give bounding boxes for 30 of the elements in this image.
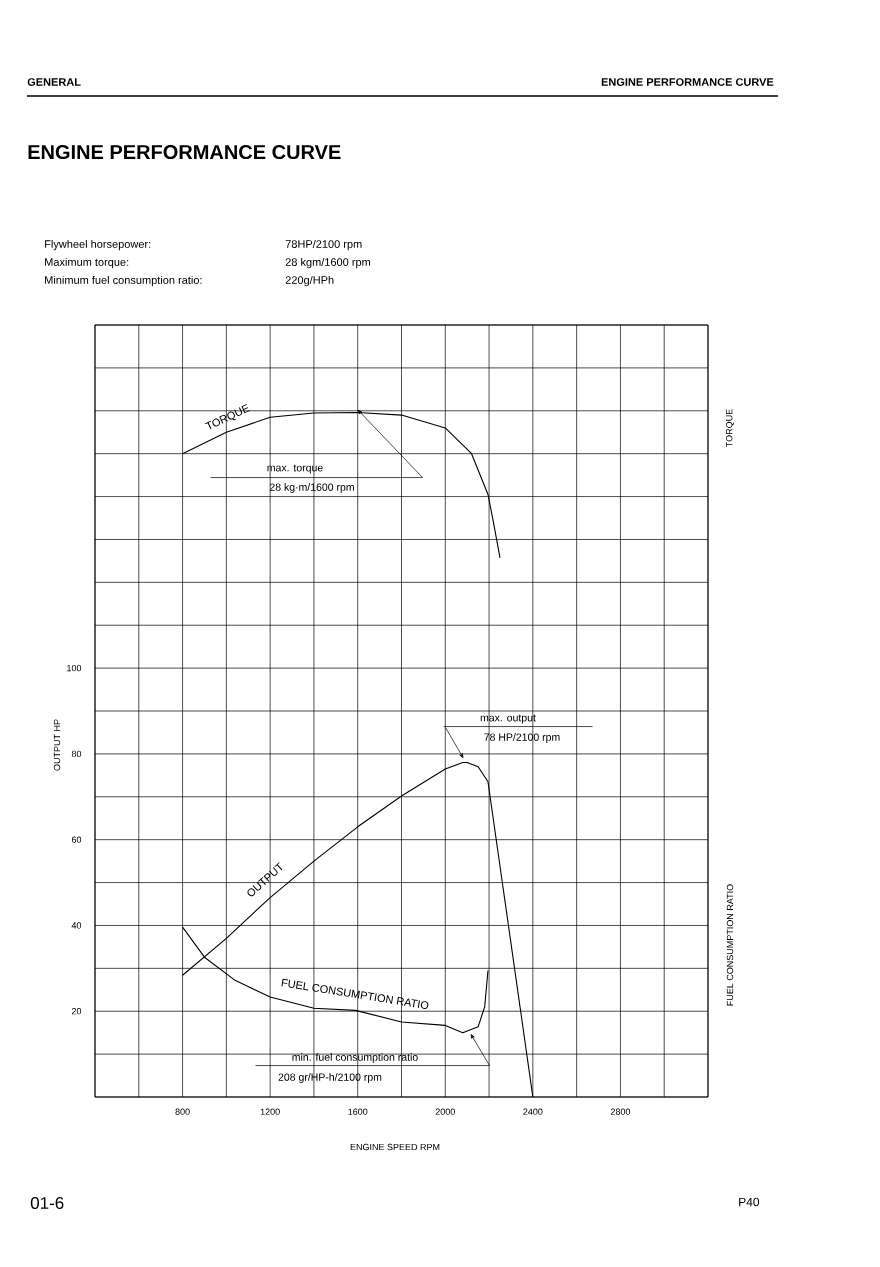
text: Flywheel horsepower: [45,239,151,251]
x-tick-label: 2800 [610,1108,631,1115]
text: 28 kgm/1600 rpm [285,257,371,269]
text: Minimum fuel consumption ratio: [45,275,202,287]
text: 220g/HPh [285,275,334,287]
y-tick-label: 20 [71,1008,82,1015]
x-tick-label: 1600 [348,1108,368,1115]
x-axis-title: ENGINE SPEED RPM [350,1143,440,1151]
chart-title: ENGINE PERFORMANCE CURVE [28,144,341,160]
x-tick-label: 2000 [435,1108,455,1115]
y-tick-label: 60 [71,836,82,843]
x-tick-label: 800 [175,1108,190,1115]
text: Maximum torque: [45,257,129,269]
x-tick-label: 2400 [523,1108,543,1115]
text: ENGINE PERFORMANCE CURVE [601,78,774,86]
y-tick-label: 100 [67,664,82,672]
y2-axis-title: TORQUE [726,409,734,447]
text: GENERAL [27,78,81,86]
annotation: max. torque [267,464,323,474]
y-axis-title: OUTPUT HP [53,719,61,771]
annotation: 78 HP/2100 rpm [484,733,560,743]
y-tick-label: 80 [71,750,82,758]
x-tick-label: 1200 [260,1108,280,1115]
y3-axis-title: FUEL CONSUMPTION RATIO [726,884,734,1006]
annotation: 28 kg·m/1600 rpm [269,483,354,493]
text: 78HP/2100 rpm [285,239,362,251]
y-tick-label: 40 [71,922,82,929]
text: 01-6 [30,1196,64,1210]
text: P40 [739,1197,760,1207]
annotation: max. output [480,714,536,724]
